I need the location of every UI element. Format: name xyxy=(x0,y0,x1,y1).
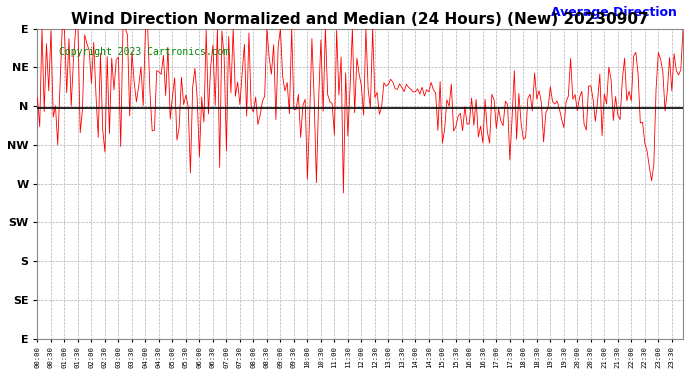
Text: Average Direction: Average Direction xyxy=(551,6,677,19)
Title: Wind Direction Normalized and Median (24 Hours) (New) 20230907: Wind Direction Normalized and Median (24… xyxy=(72,12,649,27)
Text: Copyright 2023 Cartronics.com: Copyright 2023 Cartronics.com xyxy=(59,47,229,57)
